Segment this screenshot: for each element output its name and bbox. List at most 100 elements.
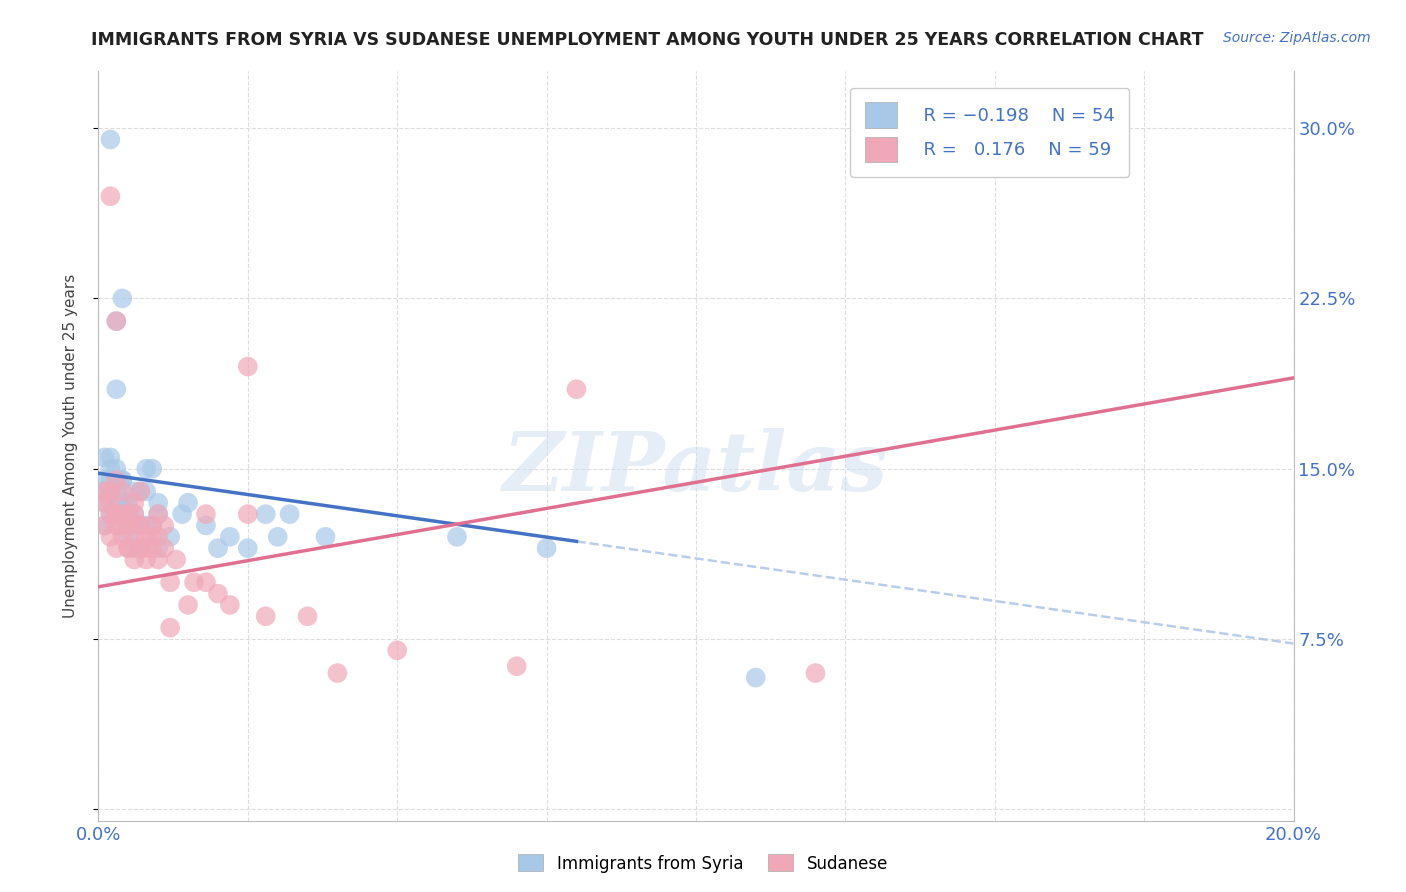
Point — [141, 518, 163, 533]
Point — [117, 541, 139, 556]
Legend: Immigrants from Syria, Sudanese: Immigrants from Syria, Sudanese — [512, 847, 894, 880]
Point — [135, 530, 157, 544]
Point — [148, 507, 170, 521]
Point — [98, 507, 122, 521]
Point — [105, 314, 128, 328]
Point — [98, 484, 122, 499]
Point — [506, 659, 529, 673]
Point — [195, 507, 218, 521]
Point — [124, 530, 146, 544]
Point — [536, 541, 558, 556]
Point — [148, 507, 170, 521]
Point — [219, 598, 242, 612]
Point — [124, 552, 146, 566]
Point — [98, 484, 122, 499]
Point — [745, 671, 768, 685]
Point — [124, 507, 146, 521]
Point — [93, 484, 115, 499]
Point — [129, 518, 152, 533]
Point — [98, 132, 122, 146]
Point — [98, 507, 122, 521]
Point — [105, 461, 128, 475]
Point — [148, 530, 170, 544]
Point — [135, 461, 157, 475]
Point — [111, 473, 134, 487]
Point — [93, 450, 115, 465]
Point — [219, 530, 242, 544]
Point — [195, 575, 218, 590]
Point — [207, 586, 229, 600]
Point — [111, 473, 134, 487]
Point — [159, 530, 181, 544]
Point — [135, 484, 157, 499]
Point — [195, 518, 218, 533]
Point — [141, 518, 163, 533]
Point — [93, 484, 115, 499]
Point — [117, 518, 139, 533]
Point — [297, 609, 319, 624]
Point — [135, 541, 157, 556]
Point — [141, 461, 163, 475]
Point — [172, 507, 194, 521]
Point — [105, 507, 128, 521]
Point — [111, 518, 134, 533]
Point — [111, 518, 134, 533]
Point — [105, 496, 128, 510]
Point — [117, 541, 139, 556]
Point — [446, 530, 468, 544]
Y-axis label: Unemployment Among Youth under 25 years: Unemployment Among Youth under 25 years — [63, 274, 77, 618]
Point — [124, 496, 146, 510]
Point — [236, 541, 259, 556]
Point — [111, 507, 134, 521]
Point — [93, 496, 115, 510]
Point — [804, 666, 827, 681]
Point — [565, 382, 588, 396]
Point — [117, 507, 139, 521]
Point — [105, 473, 128, 487]
Point — [129, 541, 152, 556]
Text: ZIPatlas: ZIPatlas — [503, 428, 889, 508]
Point — [254, 609, 277, 624]
Point — [135, 518, 157, 533]
Point — [93, 518, 115, 533]
Point — [326, 666, 349, 681]
Point — [117, 496, 139, 510]
Point — [385, 643, 409, 657]
Point — [315, 530, 337, 544]
Point — [236, 507, 259, 521]
Point — [153, 518, 176, 533]
Text: IMMIGRANTS FROM SYRIA VS SUDANESE UNEMPLOYMENT AMONG YOUTH UNDER 25 YEARS CORREL: IMMIGRANTS FROM SYRIA VS SUDANESE UNEMPL… — [91, 31, 1204, 49]
Point — [148, 552, 170, 566]
Point — [278, 507, 301, 521]
Point — [105, 518, 128, 533]
Point — [148, 496, 170, 510]
Point — [111, 484, 134, 499]
Point — [141, 541, 163, 556]
Point — [183, 575, 205, 590]
Point — [153, 541, 176, 556]
Point — [236, 359, 259, 374]
Point — [105, 507, 128, 521]
Point — [124, 507, 146, 521]
Point — [124, 541, 146, 556]
Text: Source: ZipAtlas.com: Source: ZipAtlas.com — [1223, 31, 1371, 45]
Legend:   R = −0.198    N = 54,   R =   0.176    N = 59: R = −0.198 N = 54, R = 0.176 N = 59 — [851, 88, 1129, 177]
Point — [148, 541, 170, 556]
Point — [98, 461, 122, 475]
Point — [93, 518, 115, 533]
Point — [254, 507, 277, 521]
Point — [105, 507, 128, 521]
Point — [159, 575, 181, 590]
Point — [129, 518, 152, 533]
Point — [98, 496, 122, 510]
Point — [93, 473, 115, 487]
Point — [105, 541, 128, 556]
Point — [129, 541, 152, 556]
Point — [93, 496, 115, 510]
Point — [141, 530, 163, 544]
Point — [105, 382, 128, 396]
Point — [117, 507, 139, 521]
Point — [177, 598, 200, 612]
Point — [98, 189, 122, 203]
Point — [124, 484, 146, 499]
